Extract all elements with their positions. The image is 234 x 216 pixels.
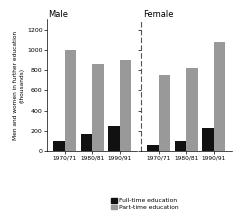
Bar [65,50,76,151]
Bar [108,126,120,151]
Bar [80,134,92,151]
Legend: Full-time education, Part-time education: Full-time education, Part-time education [110,197,180,211]
Bar [175,141,186,151]
Bar [159,75,170,151]
Text: Female: Female [143,10,173,19]
Bar [202,128,214,151]
Bar [186,68,198,151]
Bar [120,60,131,151]
Bar [53,141,65,151]
Bar [92,64,104,151]
Bar [214,42,225,151]
Bar [147,145,159,151]
Text: Male: Male [49,10,69,19]
Y-axis label: Men and women in further education
(thousands): Men and women in further education (thou… [13,31,24,140]
